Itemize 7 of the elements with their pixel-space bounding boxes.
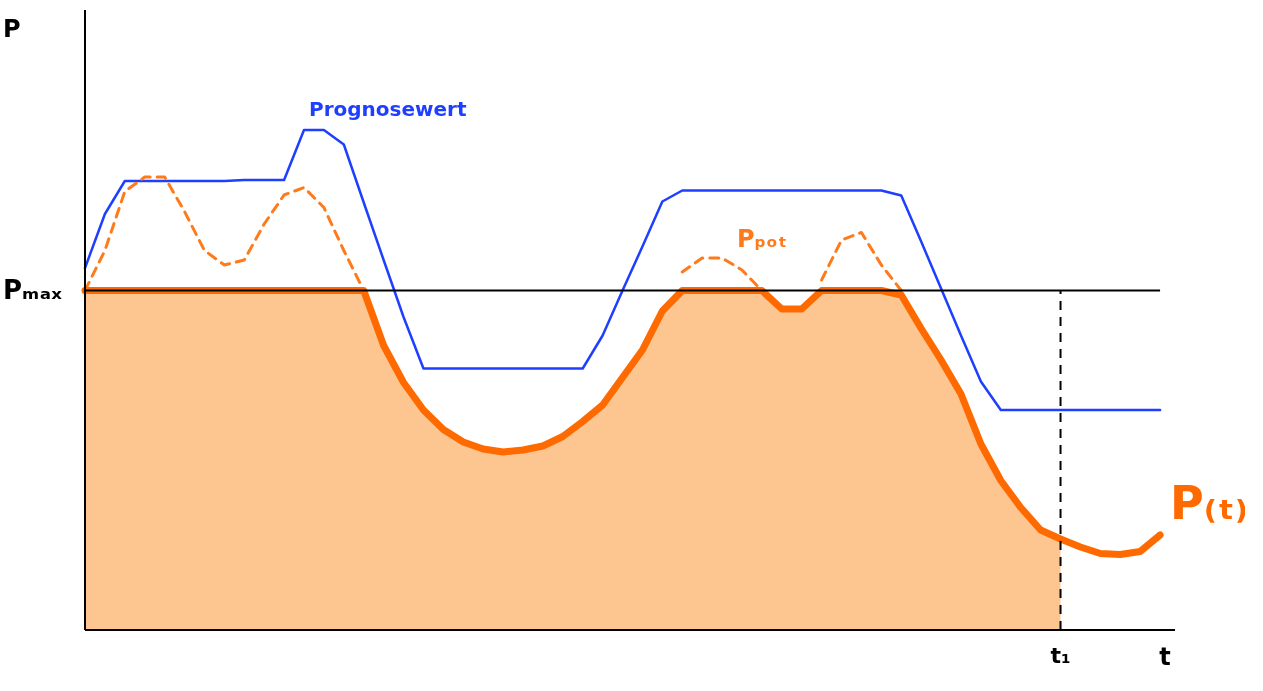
series-label: P₍ₜ₎ (1170, 476, 1249, 530)
x-axis-title: t (1159, 643, 1171, 671)
y-axis-title: P (3, 15, 21, 43)
ref-line-label: Pₘₐₓ (3, 274, 63, 305)
series-label: Pₚₒₜ (736, 225, 788, 253)
series-label: Prognosewert (309, 97, 467, 121)
text: t₁ (1050, 643, 1071, 668)
